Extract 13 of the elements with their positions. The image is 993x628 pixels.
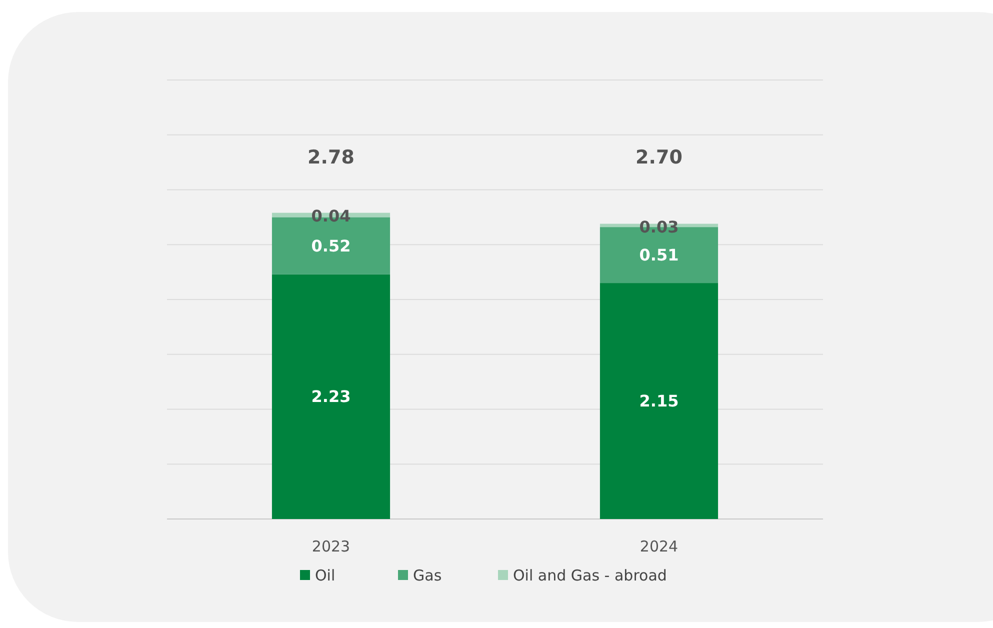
- legend-label: Oil and Gas - abroad: [513, 566, 667, 584]
- data-label: 2.23: [311, 387, 351, 406]
- legend-label: Gas: [413, 566, 442, 584]
- total-label: 2.78: [308, 146, 354, 168]
- x-tick-label: 2023: [312, 537, 350, 556]
- bar: [272, 274, 390, 519]
- data-label: 0.52: [311, 236, 351, 256]
- data-label: 2.15: [639, 392, 679, 411]
- bar: [600, 283, 718, 519]
- data-label: 0.51: [639, 246, 679, 265]
- total-label: 2.70: [636, 146, 682, 168]
- legend-label: Oil: [315, 566, 336, 584]
- x-tick-label: 2024: [640, 537, 678, 556]
